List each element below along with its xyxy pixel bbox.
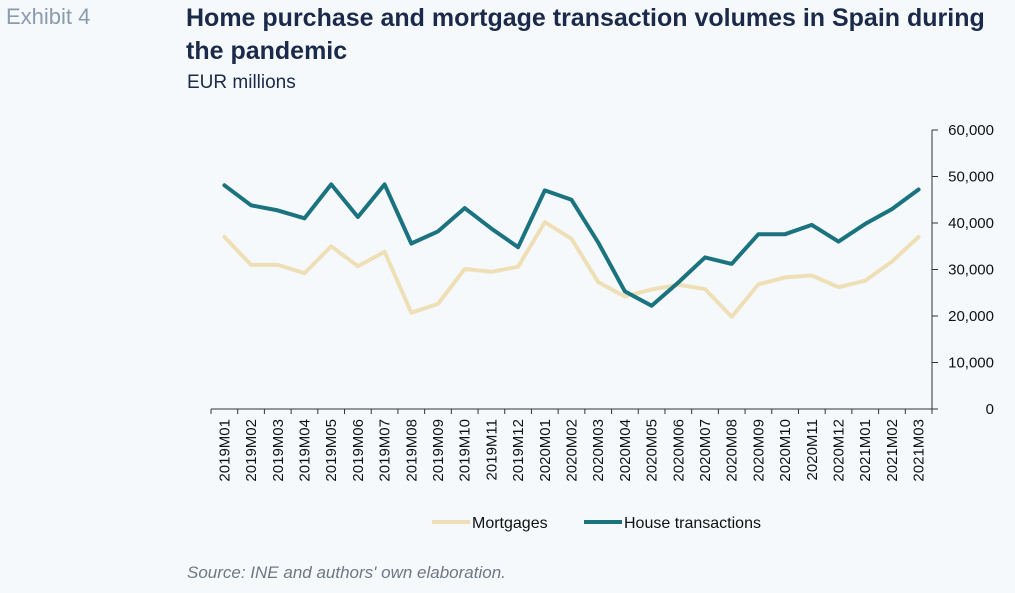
x-tick-label: 2019M05: [323, 419, 340, 482]
y-tick-label: 20,000: [948, 308, 994, 325]
x-tick-label: 2021M02: [884, 419, 901, 482]
x-tick-label: 2020M03: [590, 419, 607, 482]
x-tick-label: 2020M10: [777, 419, 794, 482]
x-tick-label: 2020M09: [750, 419, 767, 482]
x-tick-label: 2020M11: [804, 419, 821, 480]
legend-label: House transactions: [624, 515, 761, 532]
y-tick-label: 10,000: [948, 355, 994, 372]
y-tick-label: 0: [986, 401, 994, 418]
source-note: Source: INE and authors' own elaboration…: [187, 563, 506, 582]
chart-subtitle: EUR millions: [187, 72, 296, 93]
x-tick-label: 2019M08: [403, 419, 420, 482]
series-line-mortgages: [222, 220, 921, 319]
y-tick-label: 30,000: [948, 262, 994, 279]
x-tick-label: 2019M04: [296, 419, 313, 482]
x-tick-label: 2020M04: [617, 419, 634, 482]
chart-title: Home purchase and mortgage transaction v…: [186, 4, 985, 65]
legend-item: Mortgages: [432, 515, 548, 532]
x-tick-label: 2021M01: [857, 419, 874, 482]
x-tick-label: 2019M03: [270, 419, 287, 482]
y-tick-label: 60,000: [948, 122, 994, 139]
x-tick-label: 2019M07: [377, 419, 394, 482]
series-lines: [222, 182, 921, 319]
legend-label: Mortgages: [472, 515, 548, 532]
x-tick-label: 2019M06: [350, 419, 367, 482]
x-tick-label: 2019M10: [457, 419, 474, 482]
x-tick-label: 2019M01: [216, 419, 233, 482]
x-tick-label: 2020M08: [724, 419, 741, 482]
legend-item: House transactions: [584, 515, 761, 532]
x-tick-label: 2019M11: [483, 419, 500, 480]
y-tick-label: 40,000: [948, 215, 994, 232]
x-tick-label: 2020M02: [564, 419, 581, 482]
x-tick-label: 2019M02: [243, 419, 260, 482]
legend: Mortgages House transactions: [432, 515, 761, 532]
x-tick-label: 2019M12: [510, 419, 527, 482]
x-tick-label: 2019M09: [430, 419, 447, 482]
x-tick-label: 2020M05: [644, 419, 661, 482]
series-line-house-transactions: [222, 182, 921, 308]
x-tick-label: 2020M07: [697, 419, 714, 482]
x-tick-label: 2020M01: [537, 419, 554, 482]
x-tick-label: 2021M03: [911, 419, 928, 482]
exhibit-label: Exhibit 4: [6, 4, 91, 29]
y-tick-label: 50,000: [948, 169, 994, 186]
x-tick-label: 2020M06: [670, 419, 687, 482]
axes: 2019M01 2019M02 2019M03 2019M04 2019M05 2019M…: [210, 122, 994, 482]
x-tick-label: 2020M12: [831, 419, 848, 482]
